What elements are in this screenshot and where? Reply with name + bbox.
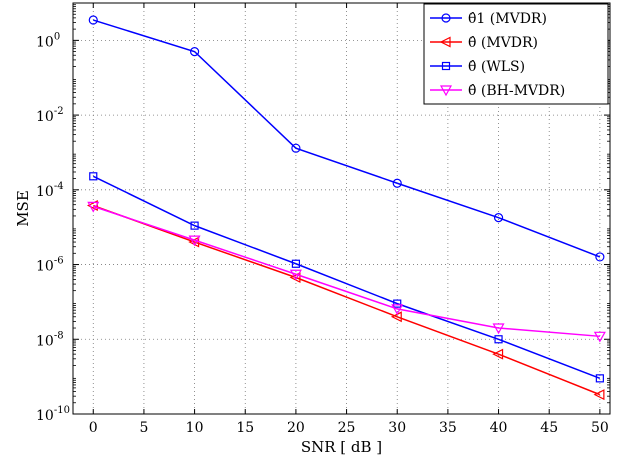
y-tick-label: 10-2 [36,106,64,125]
plot-frame [72,2,611,415]
x-tick-label: 25 [338,420,356,436]
legend-label: θ̂ (BH-MVDR) [468,83,565,99]
y-tick-label: 10-4 [36,181,64,200]
x-tick-label: 45 [540,420,558,436]
x-tick-label: 30 [388,420,406,436]
legend-label: θ̂ (MVDR) [468,35,538,51]
y-tick-label: 100 [36,31,60,50]
x-tick-label: 10 [186,420,204,436]
data-point-marker [393,299,402,308]
data-point-marker [289,269,302,281]
y-tick-exponent: -8 [54,330,64,341]
y-tick-exponent: -6 [54,256,64,267]
y-tick-base: 10 [36,109,54,125]
series-line [93,204,601,396]
y-tick-exponent: -10 [54,405,70,416]
data-point-marker [492,323,505,335]
y-tick-exponent: -4 [54,181,64,192]
legend-marker [439,36,451,48]
y-tick-base: 10 [36,259,54,275]
x-tick-label: 15 [236,420,254,436]
data-point-marker [189,47,200,57]
data-point-marker [89,172,98,181]
data-point-marker [88,15,98,25]
data-point-marker [595,374,604,383]
y-tick-base: 10 [36,408,54,424]
data-point-marker [392,178,402,188]
legend-entry: θ̂ (MVDR) [430,35,538,51]
x-axis-title: SNR [ dB ] [301,438,382,456]
data-point-marker [593,389,605,401]
legend: θ̂1 (MVDR) θ̂ (MVDR) θ̂ (WLS) θ̂ (BH-MVDR) [423,3,609,105]
y-axis-title: MSE [14,190,32,227]
legend-entry: θ̂ (WLS) [430,59,525,75]
x-tick-label: 0 [89,420,98,436]
y-tick-label: 10-8 [36,330,64,349]
data-point-marker [492,348,504,360]
series-3 [87,201,606,343]
y-tick-base: 10 [36,184,54,200]
data-point-marker [494,335,503,344]
series-0 [88,15,605,262]
series-2 [89,172,604,383]
data-point-marker [291,259,301,268]
legend-entry: θ̂ (BH-MVDR) [430,83,565,99]
y-tick-label: 10-6 [36,256,64,275]
data-point-marker [390,311,402,323]
data-point-marker [87,201,100,213]
data-point-marker [595,252,605,262]
data-point-marker [593,331,606,343]
x-tick-label: 40 [490,420,508,436]
y-tick-base: 10 [36,333,54,349]
x-tick-label: 20 [287,420,305,436]
y-tick-exponent: 0 [54,31,60,42]
data-point-marker [291,143,301,153]
data-point-marker [289,272,301,283]
y-tick-exponent: -2 [54,106,64,117]
x-tick-label: 35 [439,420,457,436]
series-line [92,175,601,380]
data-point-marker [188,235,201,247]
series-line [93,205,600,338]
legend-marker [439,85,453,97]
data-series [86,15,606,401]
series-line [93,19,601,258]
legend-marker [441,13,451,23]
x-tick-label: 5 [139,420,148,436]
x-tick-label: 50 [591,420,609,436]
legend-marker [441,61,451,71]
legend-box [423,3,609,105]
axis-ticks: 0 5 10 15 20 25 30 35 40 45 5010010-210-410-610-81… [36,3,610,436]
data-point-marker [86,200,98,211]
y-tick-label: 10-10 [36,405,70,424]
data-point-marker [493,213,504,223]
legend-label: θ̂ (WLS) [468,59,525,75]
data-point-marker [190,221,199,230]
legend-label: θ̂1 (MVDR) [468,11,547,27]
legend-entry: θ̂1 (MVDR) [430,11,547,27]
data-point-marker [391,304,404,316]
y-tick-base: 10 [36,34,54,50]
